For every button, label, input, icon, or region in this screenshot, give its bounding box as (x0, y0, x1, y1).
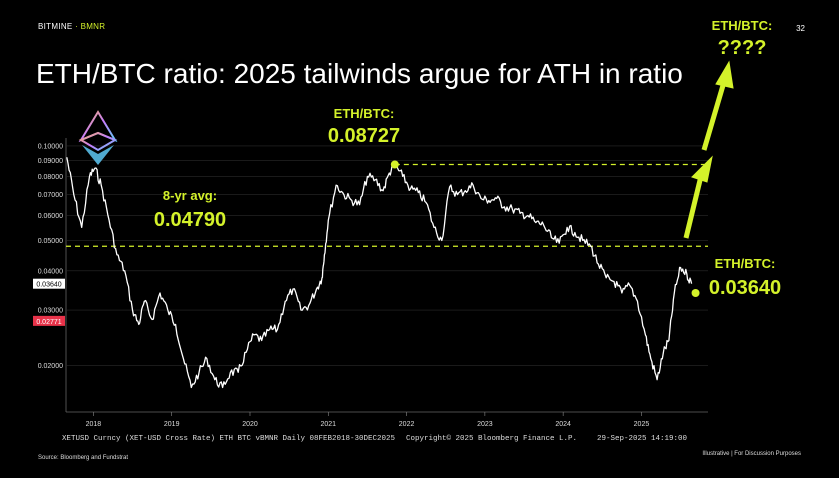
top-annotation-label: ETH/BTC: (712, 18, 773, 33)
y-tick-label: 0.06000 (38, 213, 63, 220)
chart-footer-center: Copyright© 2025 Bloomberg Finance L.P. (406, 434, 577, 443)
x-axis-ticks: 2018 2019 2020 2021 2022 2023 2024 2025 (86, 412, 650, 428)
page-number: 32 (796, 24, 805, 33)
eth-btc-series-line (66, 157, 693, 389)
peak-annotation-label: ETH/BTC: (334, 106, 395, 121)
ethereum-logo (78, 110, 118, 165)
avg-annotation-label: 8-yr avg: (163, 188, 217, 203)
avg-annotation: 8-yr avg: 0.04790 (154, 188, 226, 231)
chart-footer-right: 29-Sep-2025 14:19:00 (597, 435, 688, 443)
peak-annotation-value: 0.08727 (328, 125, 400, 147)
brand-name: BITMINE (38, 22, 73, 31)
x-tick-label: 2024 (555, 421, 571, 428)
brand-ticker: · BMNR (75, 22, 106, 31)
price-tag-label: 0.03640 (36, 282, 61, 289)
price-tag (33, 278, 65, 289)
disclaimer: Illustrative | For Discussion Purposes (702, 451, 801, 457)
y-tick-label: 0.09000 (38, 158, 63, 165)
price-tag (33, 315, 65, 326)
avg-annotation-value: 0.04790 (154, 209, 226, 231)
y-tick-label: 0.02000 (38, 363, 63, 370)
x-tick-label: 2021 (320, 421, 336, 428)
x-tick-label: 2025 (634, 421, 650, 428)
y-axis-ticks: 0.10000 0.09000 0.08000 0.07000 0.06000 0.050… (38, 143, 63, 369)
price-tags: 0.03640 0.02771 (33, 278, 65, 326)
source-note: Source: Bloomberg and Fundstrat (38, 455, 129, 461)
page-title: ETH/BTC ratio: 2025 tailwinds argue for … (36, 58, 683, 89)
current-dot (691, 288, 700, 297)
y-tick-label: 0.08000 (38, 174, 63, 181)
brand: BITMINE · BMNR (38, 22, 105, 31)
y-tick-label: 0.05000 (38, 238, 63, 245)
y-tick-label: 0.07000 (38, 192, 63, 199)
x-tick-label: 2018 (86, 421, 102, 428)
top-annotation: ETH/BTC: ???? (712, 18, 773, 59)
y-tick-label: 0.04000 (38, 268, 63, 275)
y-tick-label: 0.03000 (38, 308, 63, 315)
y-tick-label: 0.10000 (38, 143, 63, 150)
x-tick-label: 2020 (242, 421, 258, 428)
chart-footer-left: XETUSD Curncy (XET-USD Cross Rate) ETH B… (62, 435, 396, 443)
x-tick-label: 2022 (399, 421, 415, 428)
current-annotation-value: 0.03640 (709, 277, 781, 299)
x-tick-label: 2019 (164, 421, 180, 428)
x-tick-label: 2023 (477, 421, 493, 428)
peak-dot (390, 160, 399, 169)
peak-annotation: ETH/BTC: 0.08727 (328, 106, 400, 147)
current-annotation-label: ETH/BTC: (715, 256, 776, 271)
price-tag-label: 0.02771 (36, 319, 61, 326)
projection-arrow-lower-head (691, 155, 713, 183)
projection-arrow-upper-head (715, 60, 734, 89)
chart-footer: XETUSD Curncy (XET-USD Cross Rate) ETH B… (62, 434, 688, 443)
reference-lines (66, 163, 708, 247)
current-annotation: ETH/BTC: 0.03640 (709, 256, 781, 299)
projection-arrow-upper (701, 81, 727, 151)
top-annotation-value: ???? (718, 37, 767, 59)
projection-arrows (683, 60, 734, 239)
gridlines (66, 145, 708, 366)
plot-frame (65, 138, 708, 413)
projection-arrow-lower (683, 171, 705, 239)
